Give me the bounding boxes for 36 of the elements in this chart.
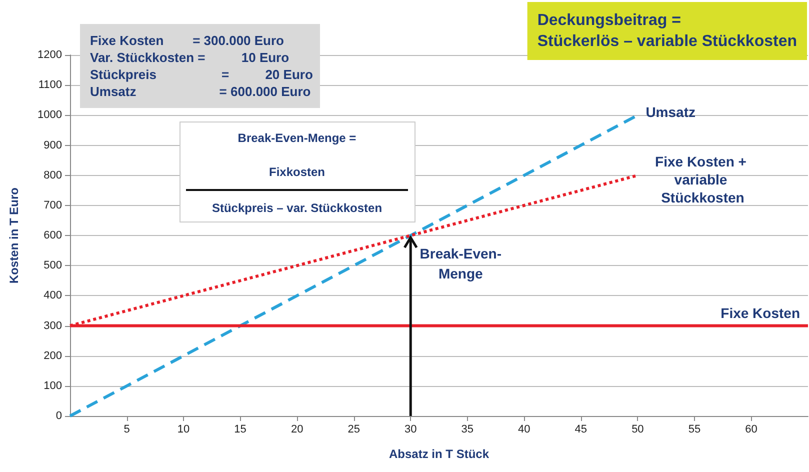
annotation: Fixe Kosten = 300.000 Euro Var. Stückkosten = 10 Euro Stückpreis = 20 Euro Umsatz = 600.000 Euro — [90, 33, 313, 99]
y-tick-label: 600 — [44, 230, 62, 242]
x-tick-label: 5 — [124, 424, 130, 436]
series-label: Fixe Kosten + variable Stückkosten — [655, 153, 750, 206]
y-tick-label: 1000 — [38, 109, 62, 122]
series-label: Fixe Kosten — [720, 304, 800, 321]
annotation: Break-Even-Menge = — [238, 131, 356, 145]
y-tick-label: 800 — [44, 169, 62, 182]
x-axis-title: Absatz in T Stück — [388, 447, 490, 461]
y-tick-label: 400 — [44, 290, 62, 302]
y-tick-label: 900 — [44, 139, 62, 152]
annotation: Stückpreis – var. Stückkosten — [212, 201, 382, 215]
x-tick-label: 25 — [348, 424, 360, 436]
y-tick-label: 200 — [44, 350, 62, 362]
x-tick-label: 15 — [234, 424, 246, 436]
x-tick-label: 60 — [745, 424, 758, 436]
y-tick-label: 500 — [44, 260, 62, 272]
y-tick-label: 1100 — [38, 79, 62, 92]
annotation: Break-Even-Menge — [420, 246, 502, 282]
x-tick-label: 20 — [290, 424, 304, 436]
chart-title: Deckungsbeitrag = Stückerlös – variable Stückkosten — [537, 12, 797, 50]
y-tick-label: 700 — [44, 199, 62, 212]
y-axis-title: Kosten in T Euro — [7, 188, 21, 284]
x-tick-label: 40 — [518, 424, 530, 436]
y-tick-label: 1200 — [38, 49, 62, 61]
x-tick-label: 50 — [632, 424, 644, 436]
x-tick-label: 45 — [574, 424, 588, 436]
x-tick-label: 55 — [688, 424, 701, 436]
y-tick-label: 300 — [44, 320, 62, 332]
series-label: Umsatz — [646, 104, 696, 120]
y-tick-label: 100 — [44, 380, 62, 392]
y-tick-label: 0 — [56, 410, 62, 422]
x-tick-label: 10 — [177, 424, 190, 436]
annotation: Fixkosten — [268, 165, 326, 179]
x-tick-label: 35 — [461, 424, 474, 436]
x-tick-label: 30 — [404, 424, 417, 436]
